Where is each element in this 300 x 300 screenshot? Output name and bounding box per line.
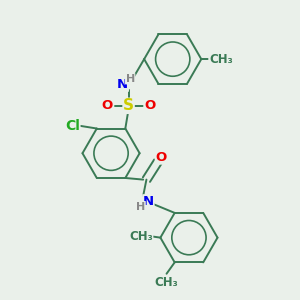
Text: CH₃: CH₃: [155, 276, 178, 289]
Text: O: O: [155, 151, 167, 164]
Text: CH₃: CH₃: [209, 52, 232, 66]
Text: N: N: [143, 195, 154, 208]
Text: H: H: [126, 74, 135, 84]
Text: N: N: [117, 78, 128, 91]
Text: CH₃: CH₃: [129, 230, 153, 242]
Text: O: O: [144, 99, 155, 112]
Text: S: S: [123, 98, 134, 113]
Text: O: O: [102, 99, 113, 112]
Text: Cl: Cl: [65, 119, 80, 133]
Text: H: H: [136, 202, 145, 212]
